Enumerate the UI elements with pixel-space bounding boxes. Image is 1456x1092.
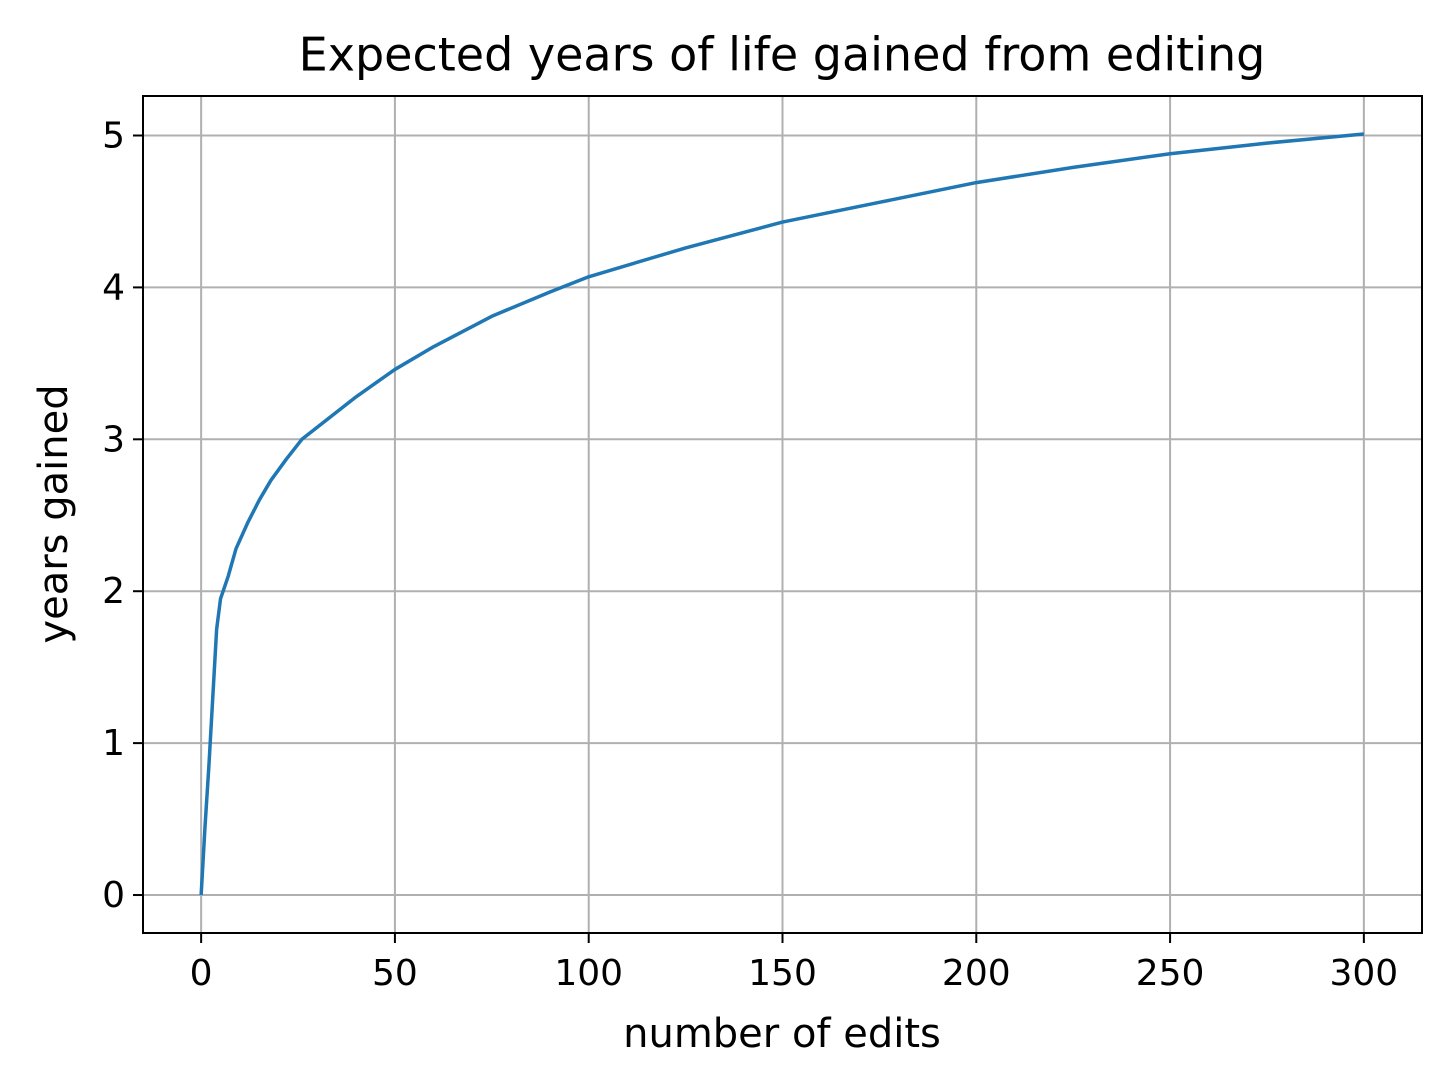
y-tick-label: 0 [102,875,125,916]
x-tick-label: 300 [1330,953,1399,994]
y-tick-label: 3 [102,419,125,460]
y-tick-label: 1 [102,723,125,764]
y-tick-label: 4 [102,267,125,308]
x-tick-label: 200 [942,953,1011,994]
y-axis-label: years gained [31,384,77,643]
plot-frame [142,95,1423,934]
chart-title: Expected years of life gained from editi… [299,28,1266,82]
x-tick-label: 100 [554,953,623,994]
x-tick-label: 0 [190,953,213,994]
x-tick-label: 250 [1136,953,1205,994]
x-axis-label: number of edits [623,1011,941,1057]
x-tick-label: 150 [748,953,817,994]
y-tick-label: 5 [102,115,125,156]
y-tick-label: 2 [102,571,125,612]
x-tick-label: 50 [372,953,418,994]
data-line [199,132,1365,896]
